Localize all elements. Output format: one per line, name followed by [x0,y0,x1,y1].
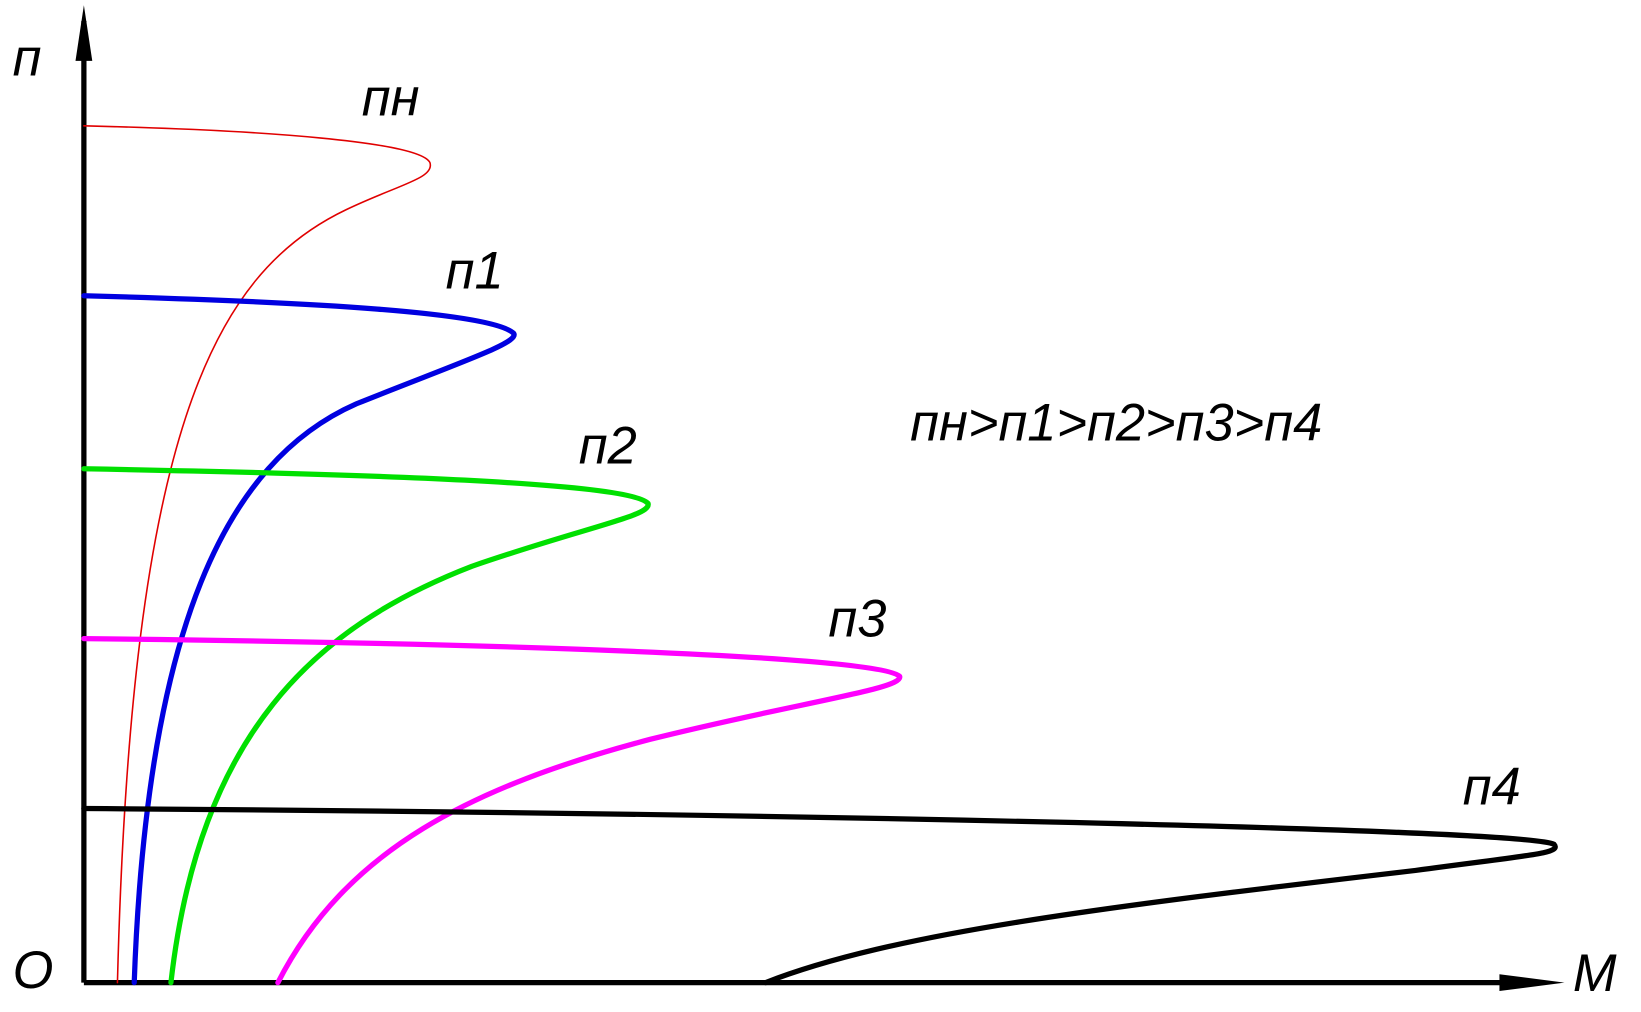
curve-n3 [81,636,903,986]
x-axis-label: М [1573,945,1617,1003]
curve-label: пн [362,69,420,127]
curve-n-nominal [83,125,432,984]
curve-label: п2 [579,418,637,476]
curve-label: п1 [446,242,504,300]
curve-label: п3 [828,591,886,649]
y-axis-label: п [13,30,42,88]
curve-label: п4 [1463,758,1521,816]
curve-n2 [81,466,651,986]
curve-n4 [81,805,1558,986]
relation-text: пн>п1>п2>п3>п4 [910,394,1322,452]
origin-label: О [13,942,54,1000]
y-axis-arrow [75,5,93,61]
curve-n1 [81,293,517,986]
x-axis-arrow [1499,974,1565,992]
